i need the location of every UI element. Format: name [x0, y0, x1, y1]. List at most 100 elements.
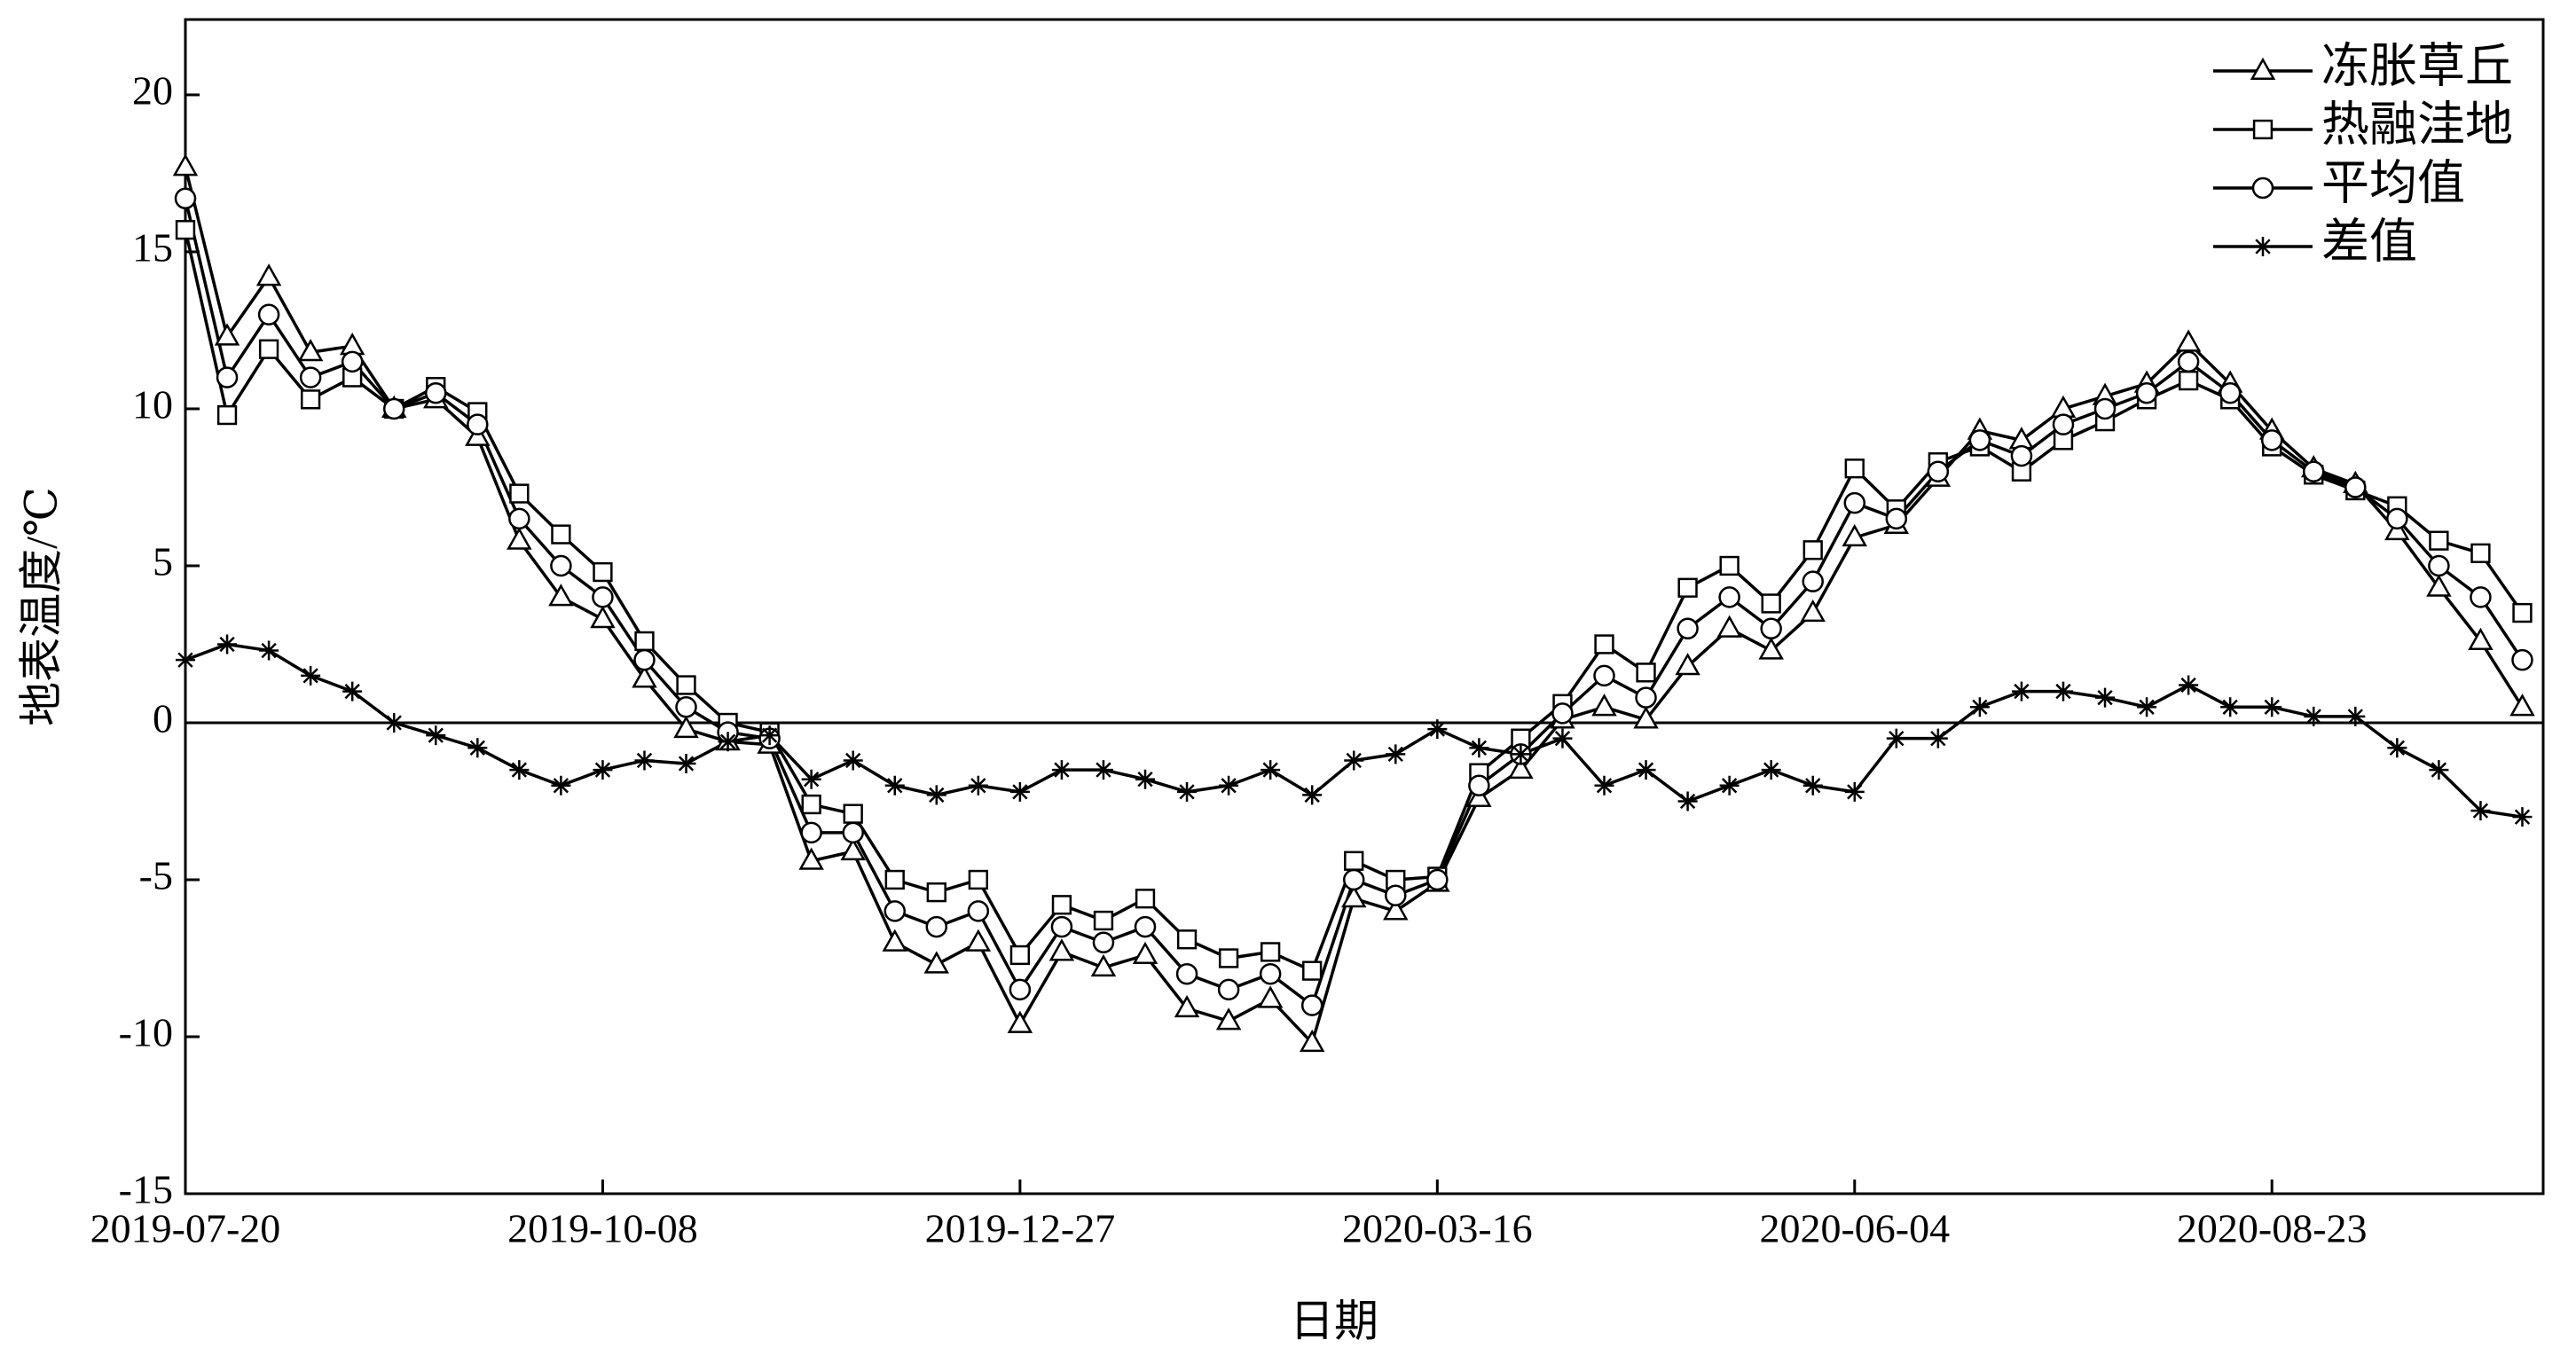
marker — [798, 847, 824, 870]
marker — [2095, 687, 2116, 708]
marker — [968, 869, 988, 890]
marker — [1633, 706, 1659, 729]
marker — [2426, 574, 2452, 597]
marker — [1176, 929, 1198, 950]
marker — [1344, 850, 1364, 871]
marker — [2511, 648, 2533, 671]
marker — [551, 775, 571, 796]
marker — [1383, 897, 1409, 921]
marker — [257, 303, 280, 326]
series-line — [184, 166, 2524, 1045]
marker — [214, 323, 240, 346]
marker — [297, 339, 324, 362]
marker — [1344, 750, 1364, 771]
marker — [2344, 476, 2367, 498]
marker — [2512, 602, 2533, 623]
marker — [299, 366, 322, 388]
marker — [342, 681, 363, 702]
marker — [548, 584, 574, 607]
marker — [509, 483, 530, 504]
marker — [842, 821, 864, 844]
marker — [1802, 775, 1823, 796]
marker — [174, 187, 197, 210]
marker — [632, 665, 657, 688]
y-tick-label: 20 — [132, 68, 173, 114]
marker — [2470, 801, 2491, 821]
marker — [384, 712, 404, 733]
marker — [426, 725, 446, 746]
marker — [1968, 429, 1991, 451]
marker — [1551, 702, 1574, 725]
marker — [800, 821, 822, 844]
marker — [2470, 586, 2492, 608]
marker — [2137, 697, 2157, 717]
marker — [1802, 540, 1823, 560]
marker — [1636, 662, 1656, 683]
marker — [2428, 554, 2450, 577]
x-tick-label: 2019-12-27 — [925, 1206, 1116, 1251]
marker — [926, 882, 946, 903]
y-axis-title: 地表温度/℃ — [16, 487, 66, 726]
marker — [1051, 895, 1072, 915]
y-tick-label: 5 — [153, 539, 173, 584]
marker — [592, 586, 614, 608]
marker — [301, 665, 321, 686]
marker — [2429, 760, 2449, 780]
marker — [1174, 994, 1200, 1018]
marker — [509, 760, 530, 780]
marker — [1302, 960, 1323, 981]
marker — [967, 900, 990, 922]
marker — [216, 404, 238, 426]
marker — [1259, 962, 1282, 985]
marker — [1594, 775, 1614, 796]
marker — [1134, 915, 1157, 938]
y-tick-label: -15 — [119, 1167, 173, 1212]
marker — [176, 650, 195, 670]
marker — [1342, 868, 1365, 891]
legend-marker — [2253, 237, 2273, 256]
marker — [840, 837, 866, 861]
legend-marker — [2252, 119, 2274, 140]
marker — [2512, 807, 2533, 827]
marker — [508, 507, 530, 530]
marker — [550, 554, 572, 577]
marker — [1218, 948, 1239, 968]
marker — [1135, 769, 1156, 789]
marker — [1051, 760, 1072, 780]
marker — [507, 527, 532, 550]
marker — [341, 350, 364, 373]
marker — [2470, 543, 2491, 563]
marker — [1385, 884, 1407, 906]
marker — [1007, 1010, 1033, 1033]
marker — [1677, 577, 1698, 598]
marker — [1426, 868, 1449, 891]
marker — [925, 915, 948, 938]
marker — [1886, 728, 1906, 749]
marker — [2010, 444, 2033, 467]
marker — [1177, 781, 1198, 802]
y-tick-label: -10 — [119, 1010, 173, 1055]
marker — [2345, 706, 2366, 726]
marker — [1760, 617, 1782, 640]
marker — [1009, 781, 1030, 802]
marker — [1552, 728, 1573, 749]
x-tick-label: 2020-06-04 — [1759, 1206, 1950, 1251]
legend-marker — [2250, 57, 2276, 81]
marker — [759, 725, 780, 746]
marker — [1132, 941, 1158, 964]
marker — [467, 738, 488, 758]
marker — [1761, 760, 1781, 780]
marker — [1716, 615, 1742, 638]
marker — [172, 153, 199, 176]
marker — [217, 634, 238, 654]
marker — [633, 648, 656, 671]
marker — [216, 366, 239, 388]
marker — [1092, 931, 1115, 954]
x-axis-title: 日期 — [1290, 1296, 1378, 1345]
legend-label: 差值 — [2321, 215, 2417, 268]
x-tick-label: 2020-03-16 — [1342, 1206, 1533, 1251]
marker — [2178, 370, 2199, 391]
legend-item: 冻胀草丘 — [2213, 39, 2513, 92]
marker — [1469, 738, 1489, 758]
